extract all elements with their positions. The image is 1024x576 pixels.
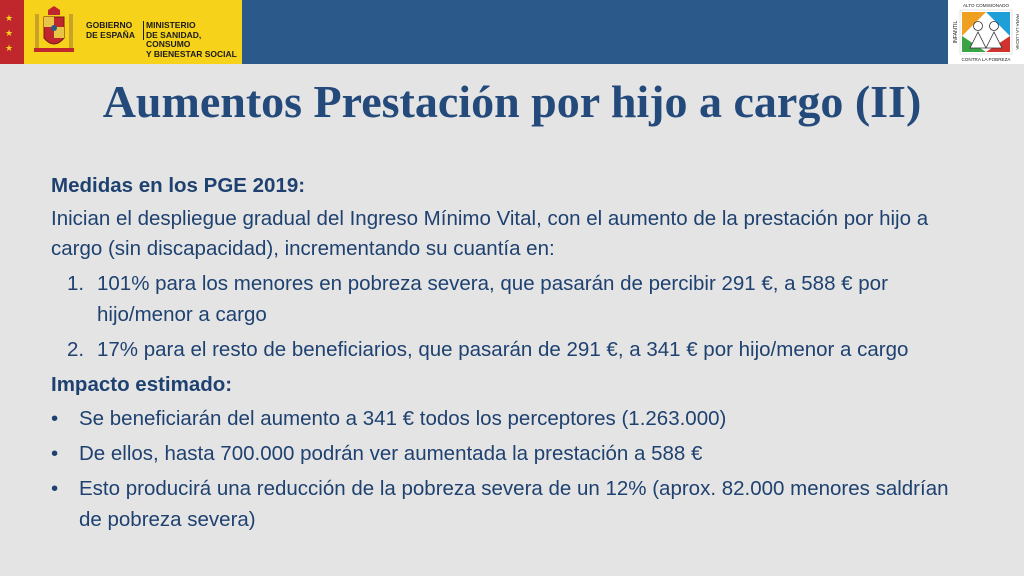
section-heading-impact: Impacto estimado: bbox=[51, 373, 233, 396]
impact-list: • Se beneficiarán del aumento a 341 € to… bbox=[51, 403, 971, 535]
bullet-icon: • bbox=[51, 407, 59, 430]
logo-bottom-text: CONTRA LA POBREZA bbox=[961, 57, 1011, 62]
star-icon: ★ bbox=[5, 28, 14, 38]
ministry-name: MINISTERIO DE SANIDAD, CONSUMO Y BIENEST… bbox=[146, 20, 242, 59]
list-item-text: 101% para los menores en pobreza severa,… bbox=[97, 272, 888, 326]
list-item-text: Se beneficiarán del aumento a 341 € todo… bbox=[79, 407, 727, 430]
coat-of-arms-icon bbox=[34, 6, 74, 52]
measures-paragraph: Inician el despliegue gradual del Ingres… bbox=[51, 207, 929, 260]
list-item-text: De ellos, hasta 700.000 podrán ver aumen… bbox=[79, 442, 703, 465]
list-number: 1. bbox=[67, 272, 85, 295]
list-item: • Se beneficiarán del aumento a 341 € to… bbox=[51, 403, 971, 434]
logo-right-text: PARA LA LUCHA bbox=[1015, 14, 1020, 50]
bullet-icon: • bbox=[51, 477, 59, 500]
measures-list: 1. 101% para los menores en pobreza seve… bbox=[51, 268, 971, 365]
logo-top-text: ALTO COMISIONADO bbox=[963, 3, 1009, 8]
ministry-line-3: Y BIENESTAR SOCIAL bbox=[146, 48, 237, 59]
gov-line-2: DE ESPAÑA bbox=[86, 29, 135, 40]
star-icon: ★ bbox=[5, 13, 14, 23]
government-logo: ★ ★ ★ GOBIERNO DE ESPAÑA MINISTERIO DE S… bbox=[0, 0, 242, 64]
child-poverty-commissioner-logo: ALTO COMISIONADO CONTRA LA POBREZA INFAN… bbox=[948, 0, 1024, 64]
logo-left-text: INFANTIL bbox=[953, 21, 959, 44]
slide-title: Aumentos Prestación por hijo a cargo (II… bbox=[102, 76, 922, 127]
list-item: 2. 17% para el resto de beneficiarios, q… bbox=[51, 334, 971, 365]
government-name: GOBIERNO DE ESPAÑA bbox=[86, 20, 144, 40]
list-item-text: 17% para el resto de beneficiarios, que … bbox=[97, 338, 909, 361]
list-item: • De ellos, hasta 700.000 podrán ver aum… bbox=[51, 438, 971, 469]
ministry-line-1: MINISTERIO bbox=[146, 20, 196, 30]
list-number: 2. bbox=[67, 338, 85, 361]
section-heading-measures: Medidas en los PGE 2019: bbox=[51, 174, 306, 197]
list-item-text: Esto producirá una reducción de la pobre… bbox=[79, 477, 949, 531]
list-item: 1. 101% para los menores en pobreza seve… bbox=[51, 268, 971, 330]
slide-body: Medidas en los PGE 2019: Inician el desp… bbox=[51, 170, 971, 539]
bullet-icon: • bbox=[51, 442, 59, 465]
ministry-line-2: DE SANIDAD, CONSUMO bbox=[146, 29, 202, 49]
star-icon: ★ bbox=[5, 43, 14, 53]
list-item: • Esto producirá una reducción de la pob… bbox=[51, 473, 971, 535]
gov-line-1: GOBIERNO bbox=[86, 20, 133, 30]
eu-flag-strip: ★ ★ ★ bbox=[0, 0, 24, 64]
